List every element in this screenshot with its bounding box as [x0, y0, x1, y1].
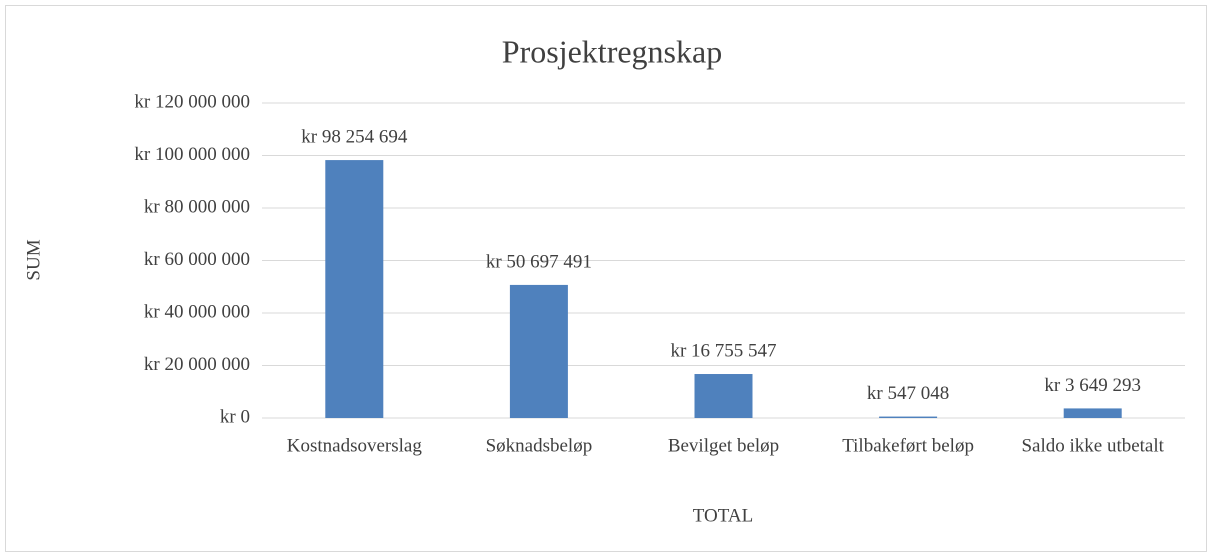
x-axis-label: TOTAL [693, 505, 753, 526]
x-tick-label: Saldo ikke utbetalt [1021, 435, 1164, 456]
y-tick-label: kr 120 000 000 [134, 91, 250, 112]
x-tick-label: Kostnadsoverslag [287, 435, 423, 456]
data-label: kr 50 697 491 [486, 251, 592, 272]
data-label: kr 3 649 293 [1044, 375, 1141, 396]
y-tick-label: kr 60 000 000 [144, 249, 250, 270]
chart-border [5, 5, 1207, 552]
bar [694, 374, 753, 418]
y-tick-label: kr 40 000 000 [144, 301, 250, 322]
y-tick-label: kr 0 [220, 406, 250, 427]
data-label: kr 98 254 694 [301, 126, 408, 147]
chart-title: Prosjektregnskap [502, 33, 722, 69]
bar [325, 160, 384, 418]
x-tick-label: Søknadsbeløp [486, 435, 593, 456]
y-tick-label: kr 100 000 000 [134, 144, 250, 165]
data-label: kr 16 755 547 [670, 340, 776, 361]
data-label: kr 547 048 [867, 383, 949, 404]
bar [509, 284, 568, 418]
x-tick-label: Tilbakeført beløp [842, 435, 974, 456]
y-tick-label: kr 80 000 000 [144, 196, 250, 217]
bar [1063, 408, 1122, 418]
y-axis-label: SUM [23, 239, 44, 280]
y-tick-label: kr 20 000 000 [144, 354, 250, 375]
bar [879, 416, 938, 418]
x-tick-label: Bevilget beløp [668, 435, 779, 456]
